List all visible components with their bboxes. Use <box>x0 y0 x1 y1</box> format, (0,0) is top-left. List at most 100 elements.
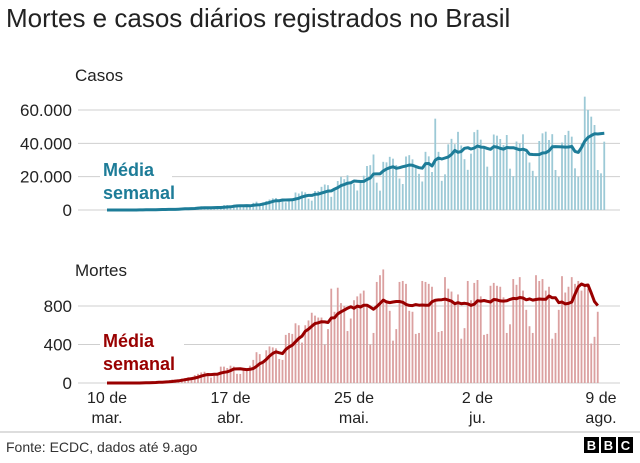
deaths-bar <box>340 303 342 383</box>
deaths-bar <box>425 282 427 383</box>
cases-bar <box>535 176 537 210</box>
deaths-bar <box>451 292 453 383</box>
cases-bar <box>483 147 485 210</box>
cases-bar <box>288 201 290 210</box>
x-tick-label-day: 10 de <box>87 390 127 407</box>
cases-bar <box>395 165 397 210</box>
deaths-bar <box>282 360 284 383</box>
cases-bar <box>415 167 417 210</box>
deaths-bar <box>438 332 440 383</box>
deaths-bar <box>509 324 511 383</box>
deaths-bar <box>369 345 371 384</box>
deaths-bar <box>295 323 297 383</box>
deaths-bar <box>399 282 401 383</box>
deaths-bar <box>311 313 313 383</box>
deaths-bar <box>421 281 423 383</box>
deaths-bar <box>555 333 557 383</box>
deaths-bar <box>512 279 514 383</box>
deaths-bar <box>503 297 505 383</box>
deaths-bar <box>454 304 456 383</box>
deaths-bar <box>477 280 479 383</box>
cases-panel-title: Casos <box>75 66 123 85</box>
cases-bar <box>584 97 586 210</box>
x-tick-label-month: mai. <box>339 410 369 427</box>
cases-bar <box>555 170 557 210</box>
deaths-bar <box>327 329 329 383</box>
deaths-bar <box>447 289 449 383</box>
deaths-bar <box>321 318 323 383</box>
deaths-bar <box>408 311 410 383</box>
deaths-bar <box>350 319 352 383</box>
cases-bar <box>457 132 459 210</box>
deaths-bar <box>278 359 280 383</box>
cases-bar <box>587 110 589 210</box>
deaths-bar <box>587 289 589 383</box>
cases-bar <box>418 174 420 210</box>
deaths-bar <box>525 310 527 383</box>
x-tick-label-day: 25 de <box>334 390 374 407</box>
deaths-bar <box>444 277 446 383</box>
deaths-bar <box>236 374 238 383</box>
deaths-bar <box>568 287 570 383</box>
cases-bar <box>460 146 462 211</box>
cases-bar <box>509 169 511 210</box>
deaths-bar <box>470 300 472 383</box>
bbc-logo: B B C <box>584 437 633 453</box>
deaths-bar <box>577 281 579 383</box>
deaths-bar <box>532 333 534 383</box>
cases-bar <box>522 134 524 210</box>
cases-bar <box>561 143 563 211</box>
cases-bar <box>373 155 375 211</box>
deaths-bar <box>382 269 384 383</box>
cases-bar <box>473 132 475 210</box>
cases-bar <box>347 175 349 210</box>
cases-bar <box>327 185 329 210</box>
deaths-bar <box>590 344 592 383</box>
deaths-bar <box>564 293 566 383</box>
deaths-bar <box>353 300 355 383</box>
cases-bar <box>441 181 443 210</box>
cases-bar <box>321 187 323 210</box>
cases-annotation-line2: semanal <box>103 183 175 203</box>
cases-bar <box>600 173 602 210</box>
deaths-annotation-line1: Média <box>103 331 155 351</box>
cases-bar <box>486 167 488 210</box>
cases-bar <box>529 163 531 211</box>
cases-bar <box>376 183 378 210</box>
deaths-bar <box>204 372 206 383</box>
deaths-bar <box>395 329 397 383</box>
deaths-bar <box>571 277 573 383</box>
cases-bar <box>337 181 339 210</box>
deaths-bar <box>239 374 241 383</box>
deaths-bar <box>392 341 394 383</box>
cases-bar <box>399 179 401 211</box>
deaths-bar <box>418 333 420 383</box>
deaths-bar <box>493 283 495 383</box>
deaths-bar <box>389 311 391 383</box>
cases-bar <box>490 176 492 210</box>
deaths-bar <box>376 282 378 383</box>
deaths-bar <box>483 335 485 383</box>
cases-bar <box>512 176 514 210</box>
cases-bar <box>538 141 540 210</box>
deaths-bar <box>223 367 225 383</box>
deaths-bar <box>480 296 482 383</box>
cases-bar <box>438 152 440 210</box>
deaths-bars <box>135 269 598 383</box>
cases-ytick-label: 0 <box>63 201 72 220</box>
cases-bar <box>324 185 326 211</box>
cases-bar <box>451 139 453 210</box>
cases-bar <box>369 165 371 210</box>
deaths-bar <box>252 360 254 383</box>
cases-bar <box>542 133 544 210</box>
cases-ytick-label: 60.000 <box>20 101 72 120</box>
deaths-bar <box>213 375 215 383</box>
cases-bar <box>525 153 527 210</box>
cases-bar <box>467 170 469 210</box>
cases-bar <box>298 194 300 211</box>
deaths-bar <box>428 284 430 383</box>
cases-bar <box>356 191 358 211</box>
deaths-bar <box>230 366 232 383</box>
cases-bar <box>334 188 336 210</box>
deaths-ytick-label: 0 <box>63 374 72 393</box>
